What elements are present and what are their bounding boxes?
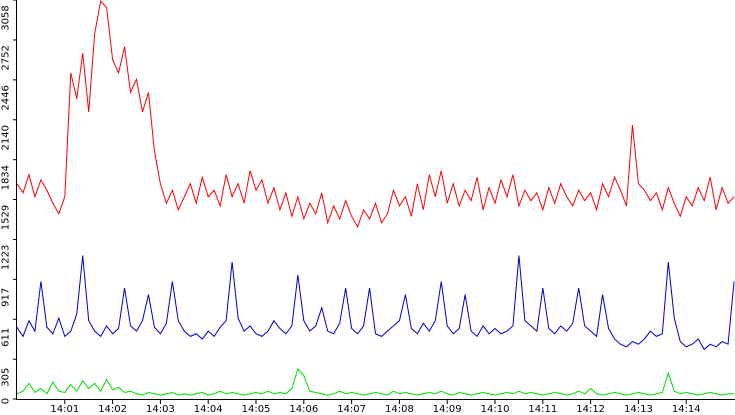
x-tick-label: 14:09 [433, 404, 462, 415]
y-tick-label: 1834 [0, 165, 11, 190]
series-line [16, 368, 735, 396]
x-tick-label: 14:04 [194, 404, 223, 415]
y-tick-label: 305 [0, 368, 11, 387]
x-tick-label: 14:08 [385, 404, 414, 415]
x-tick-label: 14:12 [576, 404, 605, 415]
x-tick-label: 14:07 [337, 404, 366, 415]
y-tick-label: 2752 [0, 45, 11, 70]
y-tick-label: 1529 [0, 205, 11, 230]
x-tick-label: 14:03 [146, 404, 175, 415]
y-tick-label: 611 [0, 328, 11, 347]
x-tick-label: 14:11 [528, 404, 557, 415]
x-tick-label: 14:05 [242, 404, 271, 415]
series-line [16, 0, 735, 228]
y-tick-label: 1223 [0, 245, 11, 270]
y-tick-label: 2446 [0, 85, 11, 110]
series-line [16, 255, 735, 351]
x-tick-label: 14:13 [624, 404, 653, 415]
y-tick-label: 3058 [0, 5, 11, 30]
x-tick-label: 14:02 [98, 404, 127, 415]
x-tick-label: 14:14 [672, 404, 701, 415]
x-tick-label: 14:01 [50, 404, 79, 415]
y-tick-label: 0 [0, 398, 11, 404]
x-tick-label: 14:10 [481, 404, 510, 415]
y-tick-label: 917 [0, 288, 11, 307]
y-tick-label: 2140 [0, 125, 11, 150]
x-tick-label: 14:06 [289, 404, 318, 415]
